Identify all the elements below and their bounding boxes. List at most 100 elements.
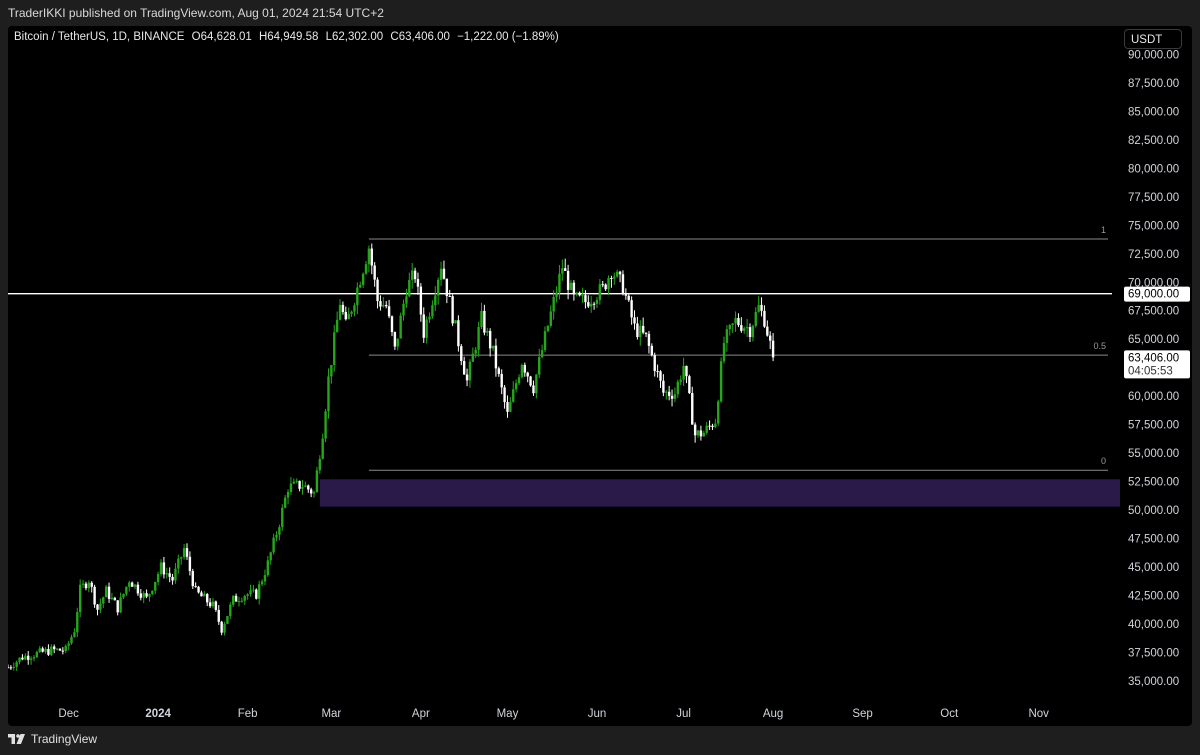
candle-body-255 [743,328,746,331]
candle-body-43 [130,582,134,587]
candle-body-110 [324,411,327,439]
candle-body-84 [249,590,252,595]
candle-body-70 [208,602,212,607]
candle-body-129 [379,301,382,307]
x-tick-label-10: Oct [940,708,959,720]
candle-body-229 [667,391,671,396]
candle-body-113 [333,332,336,365]
candle-body-89 [263,575,267,582]
candle-body-240 [699,430,703,437]
candle-body-140 [410,270,414,280]
candle-body-175 [512,389,515,402]
candle-body-260 [757,304,760,312]
candle-body-5 [21,657,24,660]
candle-body-107 [315,470,319,493]
candle-body-20 [64,645,67,651]
candle-body-238 [693,424,697,436]
candle-body-17 [55,648,59,650]
candle-body-230 [670,395,674,399]
candle-body-184 [538,357,541,375]
candle-body-144 [422,314,425,338]
candle-body-247 [719,361,723,402]
candle-body-232 [676,381,680,395]
candle-body-234 [682,365,685,380]
price-chart[interactable]: 1 0.5 0 35,000.00 37,500.00 40,000.00 42,500.0… [8,26,1192,726]
candle-body-71 [211,601,215,607]
candle-body-228 [665,391,668,393]
candle-body-135 [396,338,399,347]
close-value: C63,406.00 [390,31,450,43]
candle-body-74 [220,621,223,633]
x-tick-label-4: Apr [412,708,430,720]
candle-body-4 [18,657,21,662]
level-price-label-text-0: 69,000.00 [1128,289,1179,301]
candle-body-64 [191,571,194,587]
candle-body-143 [419,286,423,315]
y-tick-label-2: 40,000.00 [1128,619,1179,631]
candle-body-182 [532,385,535,394]
candle-body-248 [722,343,726,362]
candle-body-9 [32,657,36,659]
candle-body-81 [240,600,244,602]
candle-body-102 [301,487,304,489]
candle-body-207 [604,284,607,290]
candle-body-164 [480,310,483,327]
candle-body-172 [503,387,506,403]
candle-body-153 [448,296,451,298]
candle-body-86 [255,589,258,599]
candle-body-150 [439,268,443,280]
candle-body-212 [618,271,622,275]
candle-body-123 [361,273,365,285]
candle-body-103 [304,485,307,488]
candle-body-6 [24,655,27,660]
y-tick-label-0: 35,000.00 [1128,676,1179,688]
candle-body-85 [252,589,255,591]
candle-body-46 [139,593,143,598]
candle-body-136 [399,315,402,339]
candle-body-258 [751,325,755,338]
candle-body-194 [566,270,570,290]
candle-body-37 [113,597,117,601]
candle-body-151 [442,268,446,279]
candle-body-250 [728,324,731,330]
candle-body-38 [116,600,119,613]
candle-body-236 [688,376,691,394]
y-tick-label-6: 50,000.00 [1128,505,1179,517]
symbol-name: Bitcoin / TetherUS, 1D, BINANCE [14,31,185,43]
candle-body-158 [462,361,466,375]
candle-body-209 [610,277,613,279]
candle-body-147 [431,305,434,317]
candle-body-180 [526,372,529,377]
candle-body-51 [154,581,157,591]
candle-body-52 [156,574,160,582]
candle-body-79 [234,595,238,602]
candle-body-97 [286,491,290,498]
candle-body-14 [47,648,50,655]
currency-button[interactable]: USDT [1124,29,1182,49]
y-tick-label-14: 70,000.00 [1128,277,1179,289]
candle-body-13 [44,648,47,652]
level-price-label-box [1124,286,1190,302]
candle-body-245 [714,423,717,428]
candle-body-165 [483,310,486,333]
candle-body-28 [87,582,91,589]
low-value: L62,302.00 [325,31,384,43]
candle-body-160 [468,361,472,381]
candle-body-77 [229,604,232,617]
candle-body-235 [685,365,688,377]
candle-body-120 [353,305,356,312]
candle-body-239 [696,430,700,436]
candle-body-183 [535,374,538,394]
y-tick-label-7: 52,500.00 [1128,477,1179,489]
chart-panel[interactable]: 1 0.5 0 35,000.00 37,500.00 40,000.00 42,500.0… [8,26,1192,726]
candle-body-216 [630,300,633,318]
x-tick-label-7: Jul [676,708,691,720]
candle-body-126 [370,248,373,266]
candle-body-185 [540,350,544,358]
x-tick-label-1: 2024 [145,708,171,720]
candle-body-114 [335,319,339,333]
candle-body-231 [673,394,677,399]
y-tick-label-15: 72,500.00 [1128,249,1179,261]
candle-body-256 [745,327,749,329]
candle-body-196 [572,282,576,295]
